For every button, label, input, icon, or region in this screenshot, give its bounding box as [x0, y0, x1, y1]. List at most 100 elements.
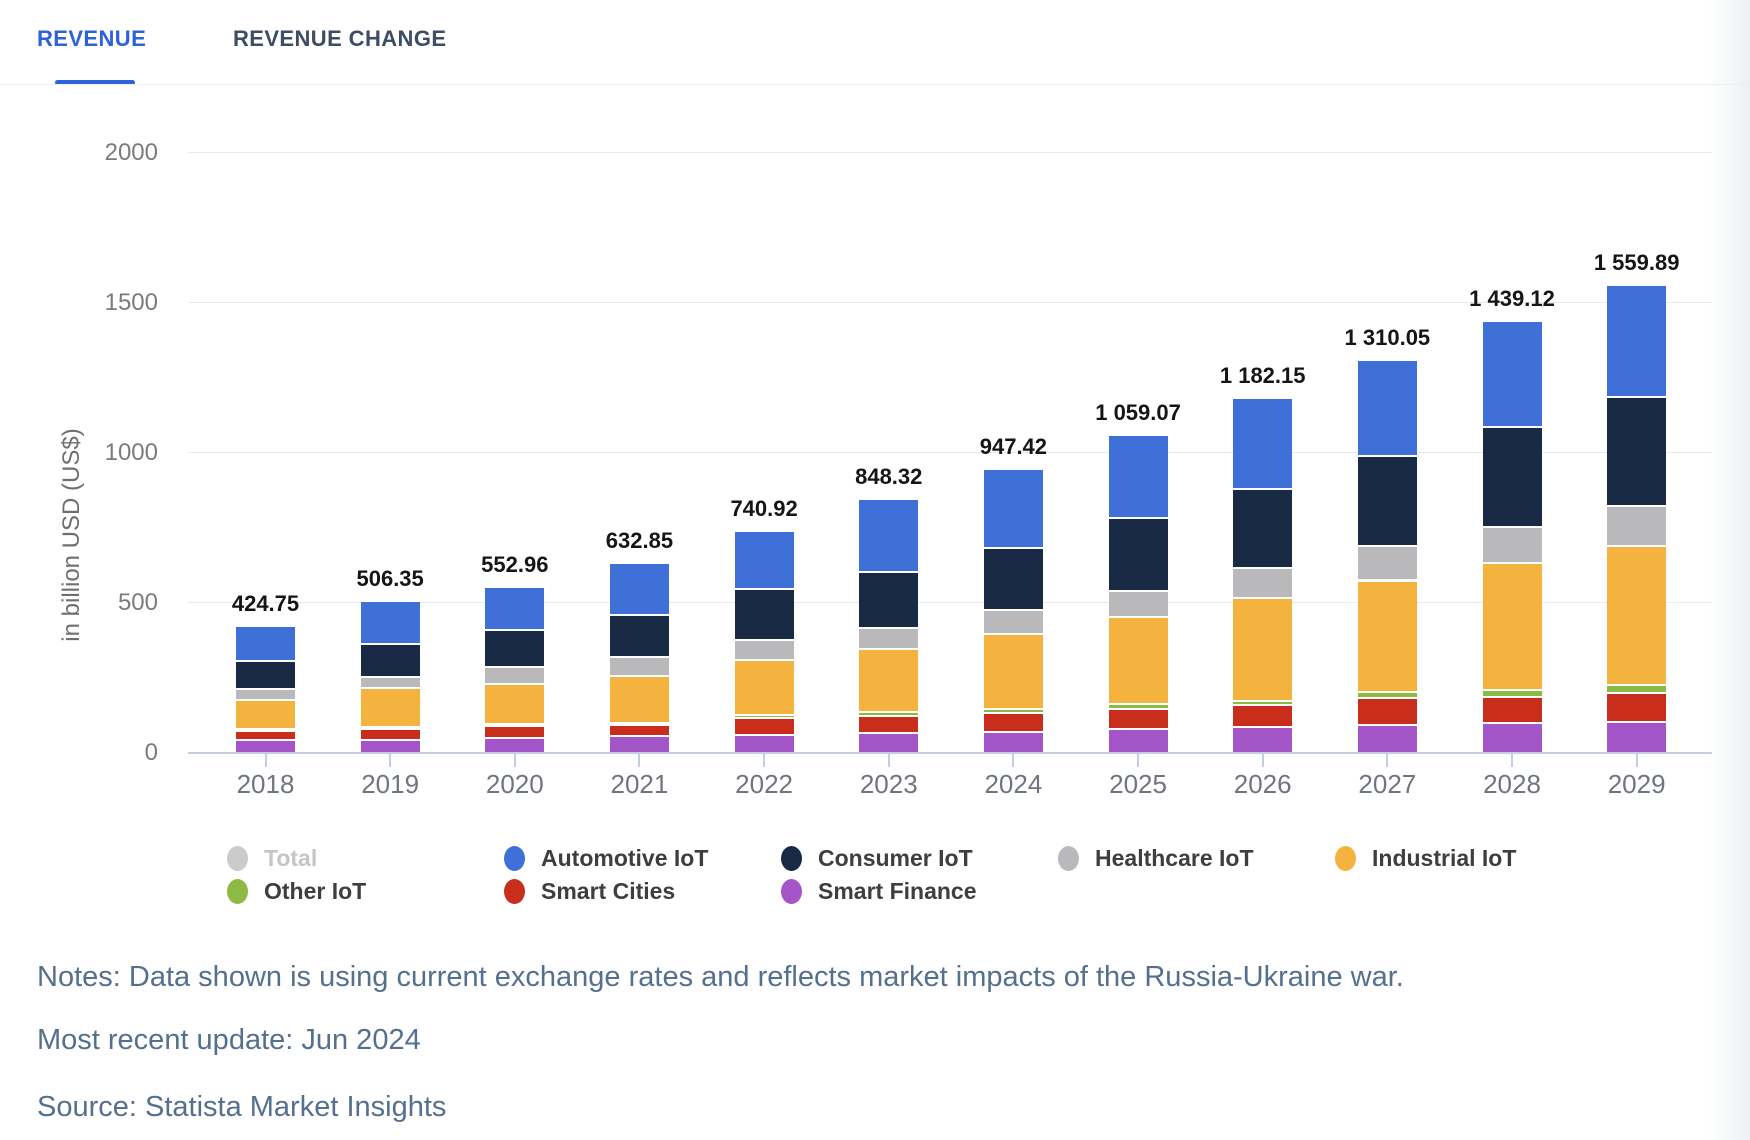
bar-segment-2028-smart-cities[interactable] [1482, 695, 1542, 723]
bar-segment-2025-healthcare-iot[interactable] [1108, 589, 1168, 616]
bar-segment-2018-healthcare-iot[interactable] [236, 687, 295, 699]
bar-segment-2029-smart-finance[interactable] [1607, 720, 1667, 752]
bar-segment-2027-smart-cities[interactable] [1357, 696, 1417, 724]
bar-segment-2023-industrial-iot[interactable] [859, 648, 919, 712]
bar-segment-2026-other-iot[interactable] [1233, 699, 1293, 705]
bar-segment-2019-automotive-iot[interactable] [360, 600, 420, 643]
bar-segment-2020-other-iot[interactable] [485, 723, 545, 726]
bar-segment-2020-healthcare-iot[interactable] [485, 665, 545, 684]
bar-segment-2026-consumer-iot[interactable] [1233, 488, 1293, 568]
bar-segment-2024-other-iot[interactable] [983, 707, 1043, 712]
bar-segment-2022-smart-finance[interactable] [734, 733, 794, 752]
bar-segment-2025-industrial-iot[interactable] [1108, 615, 1168, 703]
bar-segment-2022-automotive-iot[interactable] [734, 529, 794, 588]
bar-segment-2018-other-iot[interactable] [236, 727, 295, 730]
bar-segment-2027-smart-finance[interactable] [1357, 723, 1417, 752]
bar-segment-2021-smart-finance[interactable] [609, 734, 669, 752]
bar-segment-2025-automotive-iot[interactable] [1108, 434, 1168, 517]
bar-segment-2025-smart-cities[interactable] [1108, 707, 1168, 728]
legend-item-healthcare-iot[interactable]: Healthcare IoT [1058, 845, 1335, 871]
bar-segment-2024-automotive-iot[interactable] [983, 467, 1043, 547]
bar-segment-2023-healthcare-iot[interactable] [859, 627, 919, 649]
bar-segment-2024-smart-finance[interactable] [983, 730, 1043, 752]
bar-segment-2024-consumer-iot[interactable] [983, 546, 1043, 610]
x-axis-tick-2027 [1386, 752, 1389, 767]
bar-segment-2025-smart-finance[interactable] [1108, 727, 1168, 752]
bar-segment-2023-other-iot[interactable] [859, 711, 919, 715]
bar-segment-2029-smart-cities[interactable] [1607, 691, 1667, 721]
bar-segment-2019-smart-cities[interactable] [360, 727, 420, 739]
bar-segment-2027-automotive-iot[interactable] [1357, 358, 1417, 455]
bar-segment-2027-healthcare-iot[interactable] [1357, 545, 1417, 580]
bar-segment-2020-industrial-iot[interactable] [485, 683, 545, 724]
legend-item-smart-cities[interactable]: Smart Cities [504, 878, 781, 904]
bar-segment-2018-automotive-iot[interactable] [236, 624, 295, 660]
bar-segment-2023-consumer-iot[interactable] [859, 570, 919, 628]
bar-segment-2020-smart-finance[interactable] [485, 736, 545, 752]
bar-segment-2028-other-iot[interactable] [1482, 688, 1542, 696]
bar-segment-2027-consumer-iot[interactable] [1357, 454, 1417, 546]
bar-segment-2029-healthcare-iot[interactable] [1607, 505, 1667, 546]
bar-segment-2022-healthcare-iot[interactable] [734, 638, 794, 660]
bar-segment-2029-automotive-iot[interactable] [1607, 284, 1667, 396]
legend-item-total[interactable]: Total [227, 845, 504, 871]
bar-segment-2025-consumer-iot[interactable] [1108, 516, 1168, 590]
bar-segment-2018-smart-finance[interactable] [236, 739, 295, 752]
bar-segment-2026-automotive-iot[interactable] [1233, 397, 1293, 489]
bar-segment-2026-smart-finance[interactable] [1233, 725, 1293, 752]
bar-segment-2022-smart-cities[interactable] [734, 717, 794, 734]
bar-segment-2029-consumer-iot[interactable] [1607, 395, 1667, 506]
bar-segment-2023-smart-cities[interactable] [859, 714, 919, 733]
bar-segment-2019-healthcare-iot[interactable] [360, 675, 420, 687]
bar-column-2029 [1607, 284, 1667, 752]
x-axis-label-2024: 2024 [984, 769, 1043, 799]
bar-segment-2026-healthcare-iot[interactable] [1233, 567, 1293, 598]
bar-segment-2021-consumer-iot[interactable] [609, 614, 669, 657]
bar-segment-2024-smart-cities[interactable] [983, 712, 1043, 731]
legend-item-industrial-iot[interactable]: Industrial IoT [1335, 845, 1612, 871]
bar-segment-2028-smart-finance[interactable] [1482, 722, 1542, 752]
bar-segment-2018-industrial-iot[interactable] [236, 698, 295, 728]
bar-segment-2019-other-iot[interactable] [360, 725, 420, 728]
bar-segment-2027-industrial-iot[interactable] [1357, 579, 1417, 691]
bar-segment-2019-consumer-iot[interactable] [360, 642, 420, 676]
bar-segment-2021-industrial-iot[interactable] [609, 674, 669, 722]
bar-segment-2023-smart-finance[interactable] [859, 732, 919, 752]
bar-segment-2024-healthcare-iot[interactable] [983, 609, 1043, 633]
bar-segment-2028-consumer-iot[interactable] [1482, 425, 1542, 526]
bar-segment-2021-healthcare-iot[interactable] [609, 656, 669, 675]
bar-segment-2026-smart-cities[interactable] [1233, 704, 1293, 726]
bar-segment-2020-consumer-iot[interactable] [485, 629, 545, 666]
tab-revenue-change[interactable]: REVENUE CHANGE [233, 26, 447, 51]
legend-item-other-iot[interactable]: Other IoT [227, 878, 504, 904]
bar-segment-2021-smart-cities[interactable] [609, 723, 669, 735]
bar-segment-2028-automotive-iot[interactable] [1482, 320, 1542, 426]
bar-segment-2019-industrial-iot[interactable] [360, 686, 420, 726]
bar-segment-2020-smart-cities[interactable] [485, 725, 545, 737]
legend-item-automotive-iot[interactable]: Automotive IoT [504, 845, 781, 871]
bar-segment-2025-other-iot[interactable] [1108, 702, 1168, 708]
gridline-1500 [188, 302, 1712, 303]
bar-segment-2027-other-iot[interactable] [1357, 690, 1417, 697]
bar-segment-2022-consumer-iot[interactable] [734, 587, 794, 639]
bar-segment-2018-consumer-iot[interactable] [236, 659, 295, 688]
bar-segment-2023-automotive-iot[interactable] [859, 497, 919, 571]
bar-segment-2029-industrial-iot[interactable] [1607, 545, 1667, 684]
legend-item-smart-finance[interactable]: Smart Finance [781, 878, 1058, 904]
right-edge-scroll-area[interactable] [1708, 0, 1750, 1140]
bar-segment-2029-other-iot[interactable] [1607, 683, 1667, 692]
bar-segment-2021-automotive-iot[interactable] [609, 562, 669, 615]
bar-segment-2022-industrial-iot[interactable] [734, 659, 794, 715]
bar-column-2020 [485, 586, 545, 752]
bar-segment-2026-industrial-iot[interactable] [1233, 597, 1293, 700]
bar-segment-2018-smart-cities[interactable] [236, 729, 295, 740]
bar-segment-2022-other-iot[interactable] [734, 714, 794, 718]
tab-revenue[interactable]: REVENUE [37, 26, 147, 51]
bar-segment-2024-industrial-iot[interactable] [983, 632, 1043, 708]
bar-segment-2021-other-iot[interactable] [609, 721, 669, 724]
bar-segment-2028-industrial-iot[interactable] [1482, 562, 1542, 689]
legend-item-consumer-iot[interactable]: Consumer IoT [781, 845, 1058, 871]
bar-segment-2020-automotive-iot[interactable] [485, 586, 545, 630]
bar-segment-2028-healthcare-iot[interactable] [1482, 525, 1542, 563]
bar-segment-2019-smart-finance[interactable] [360, 738, 420, 752]
